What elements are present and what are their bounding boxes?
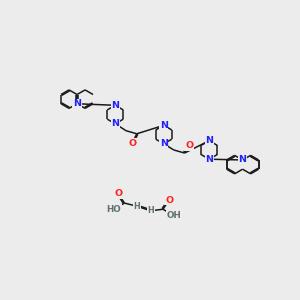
Text: N: N — [73, 99, 81, 108]
Text: H: H — [134, 202, 140, 211]
Text: N: N — [160, 121, 168, 130]
Text: H: H — [147, 206, 154, 215]
Text: O: O — [165, 196, 173, 205]
Text: N: N — [205, 155, 213, 164]
Text: N: N — [238, 155, 247, 164]
Text: HO: HO — [106, 205, 121, 214]
Text: O: O — [185, 141, 193, 150]
Text: O: O — [128, 139, 136, 148]
Text: O: O — [114, 189, 122, 198]
Text: N: N — [111, 119, 119, 128]
Text: N: N — [111, 101, 119, 110]
Text: OH: OH — [167, 211, 181, 220]
Text: N: N — [205, 136, 213, 145]
Text: N: N — [160, 139, 168, 148]
